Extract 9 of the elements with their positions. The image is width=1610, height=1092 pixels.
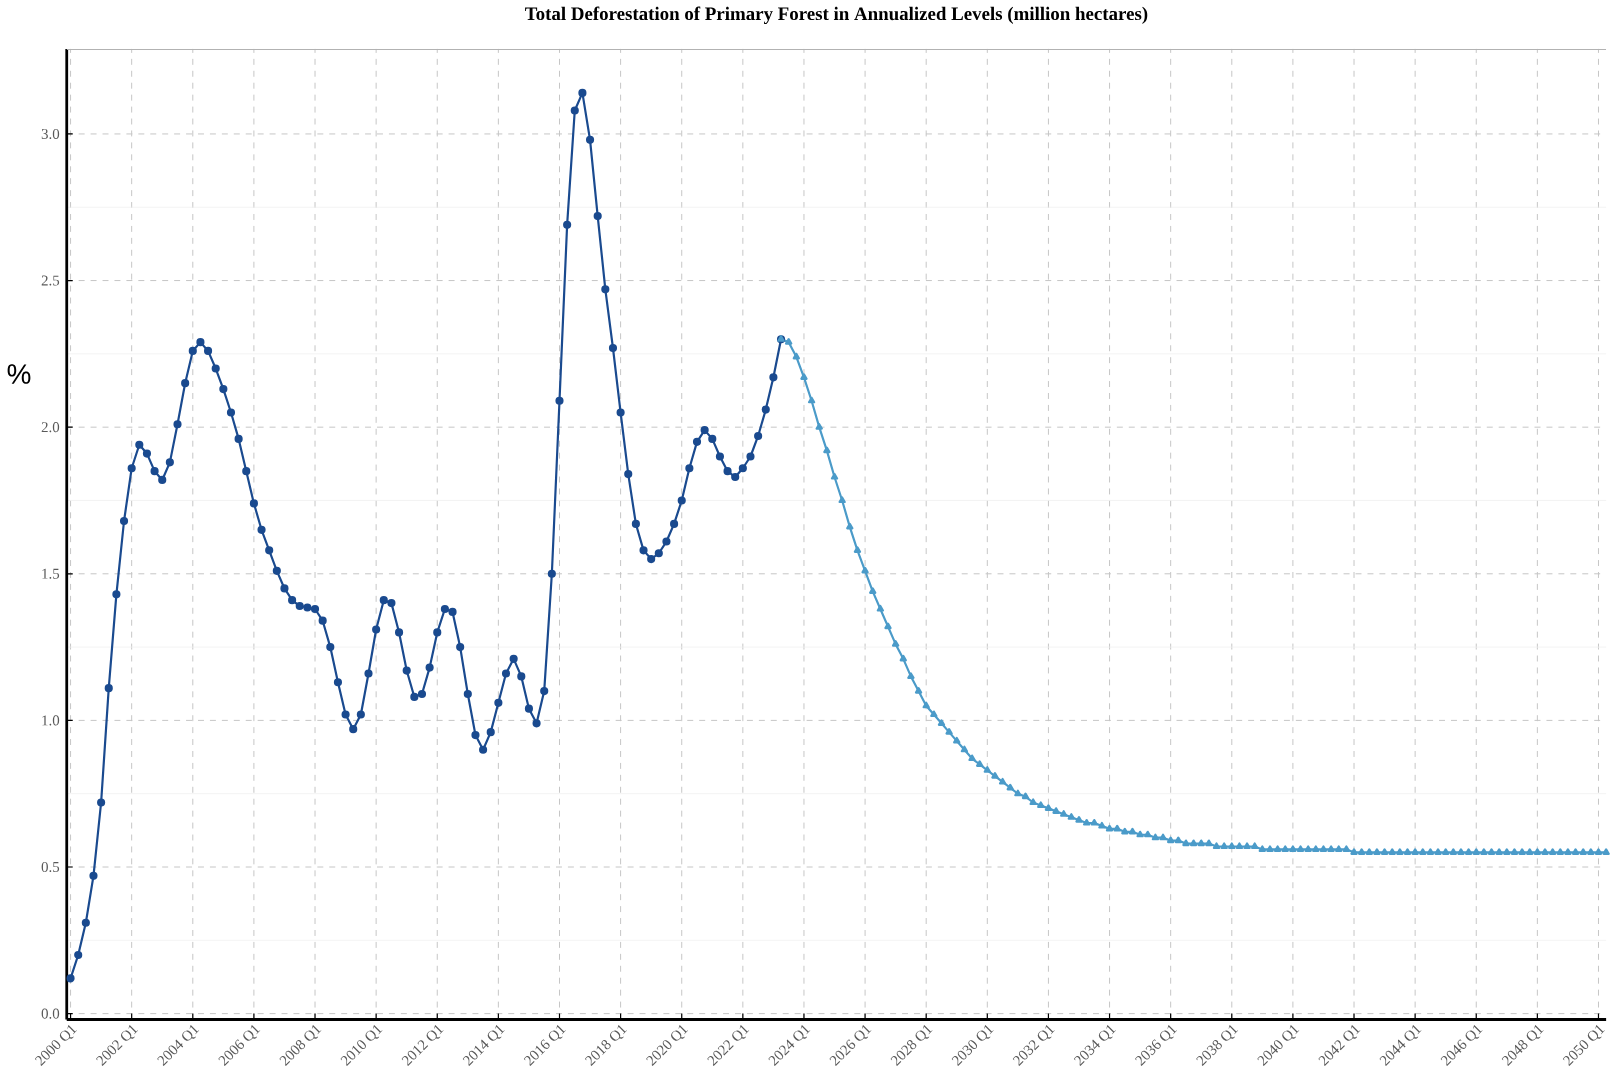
y-axis-title: % xyxy=(7,364,31,384)
y-tick-label: 1.0 xyxy=(42,715,60,726)
chart-title: Total Deforestation of Primary Forest in Annualized Levels (million hectares) xyxy=(525,6,1148,24)
y-tick-label: 1.5 xyxy=(42,568,60,579)
y-tick-label: 3.0 xyxy=(41,128,60,139)
y-tick-label: 2.0 xyxy=(41,422,60,433)
y-tick-label: 0.5 xyxy=(41,861,60,873)
y-tick-label: 2.5 xyxy=(41,275,60,286)
y-tick-label: 0.0 xyxy=(41,1008,60,1019)
